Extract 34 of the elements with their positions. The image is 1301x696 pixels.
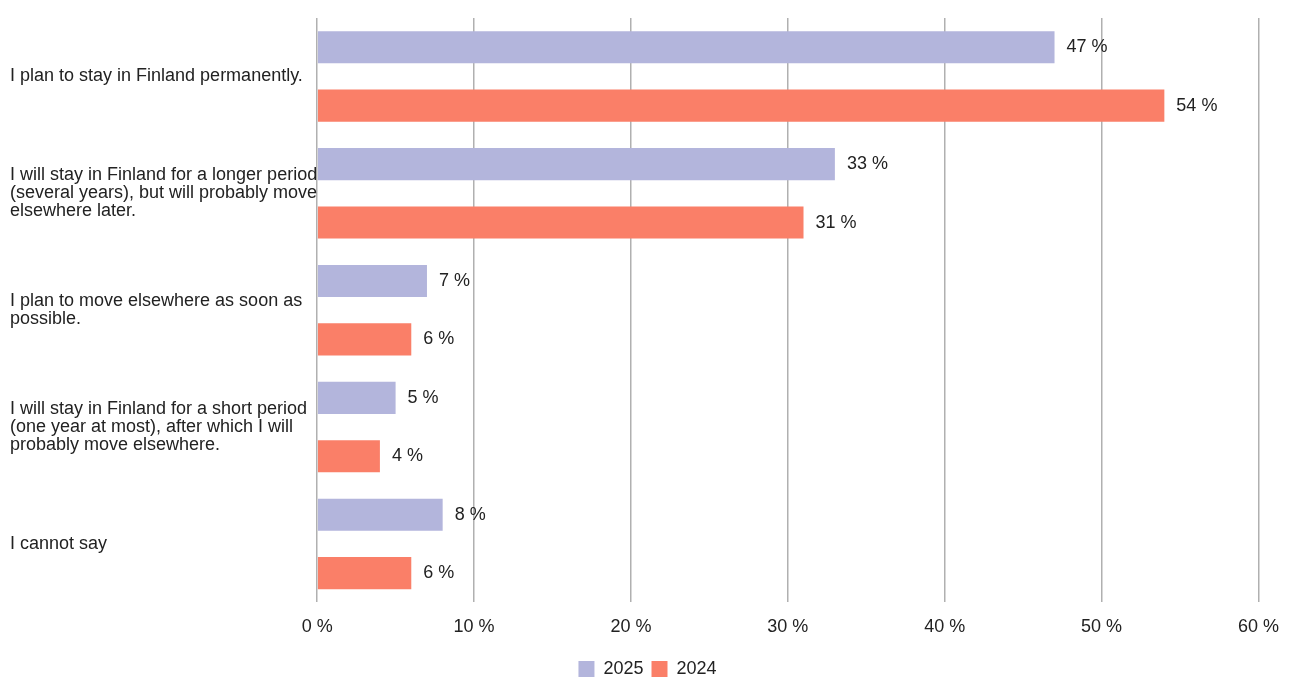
data-label: 47 % (1066, 36, 1108, 57)
bar (317, 89, 1165, 122)
data-label: 4 % (391, 445, 423, 466)
y-tick-label: I plan to stay in Finland permanently. (10, 65, 303, 86)
x-tick-label: 40 % (924, 616, 966, 637)
y-tick-label: I will stay in Finland for a longer period (several years), but will probably move elsewhere later. (10, 164, 318, 221)
data-label: 5 % (407, 386, 439, 407)
bar (317, 557, 412, 590)
bar (317, 264, 427, 298)
data-label: 7 % (438, 269, 471, 290)
x-tick-label: 0 % (301, 616, 333, 637)
x-tick-label: 60 % (1237, 616, 1279, 637)
bar (317, 31, 1055, 64)
y-tick-label: I plan to move elsewhere as soon as possible. (10, 290, 303, 329)
data-label: 6 % (423, 562, 455, 583)
data-label: 31 % (815, 211, 857, 232)
bar (317, 323, 412, 356)
x-tick-label: 10 % (453, 616, 495, 637)
data-label: 8 % (454, 503, 486, 524)
bar (317, 381, 396, 414)
data-label: 6 % (423, 328, 455, 349)
x-tick-label: 20 % (610, 616, 652, 637)
bar (317, 440, 380, 473)
y-tick-label: I cannot say (10, 532, 108, 553)
legend-label: 2025 (603, 657, 644, 678)
data-label: 33 % (846, 153, 888, 174)
bar (317, 498, 443, 531)
data-label: 54 % (1176, 94, 1218, 115)
x-tick-label: 30 % (767, 616, 809, 637)
bar (317, 148, 835, 181)
x-tick-label: 50 % (1081, 616, 1123, 637)
y-tick-label: I will stay in Finland for a short period (one year at most), after which I will probably move elsewhere. (10, 398, 308, 455)
bar (317, 206, 804, 239)
legend-label: 2024 (676, 657, 717, 678)
